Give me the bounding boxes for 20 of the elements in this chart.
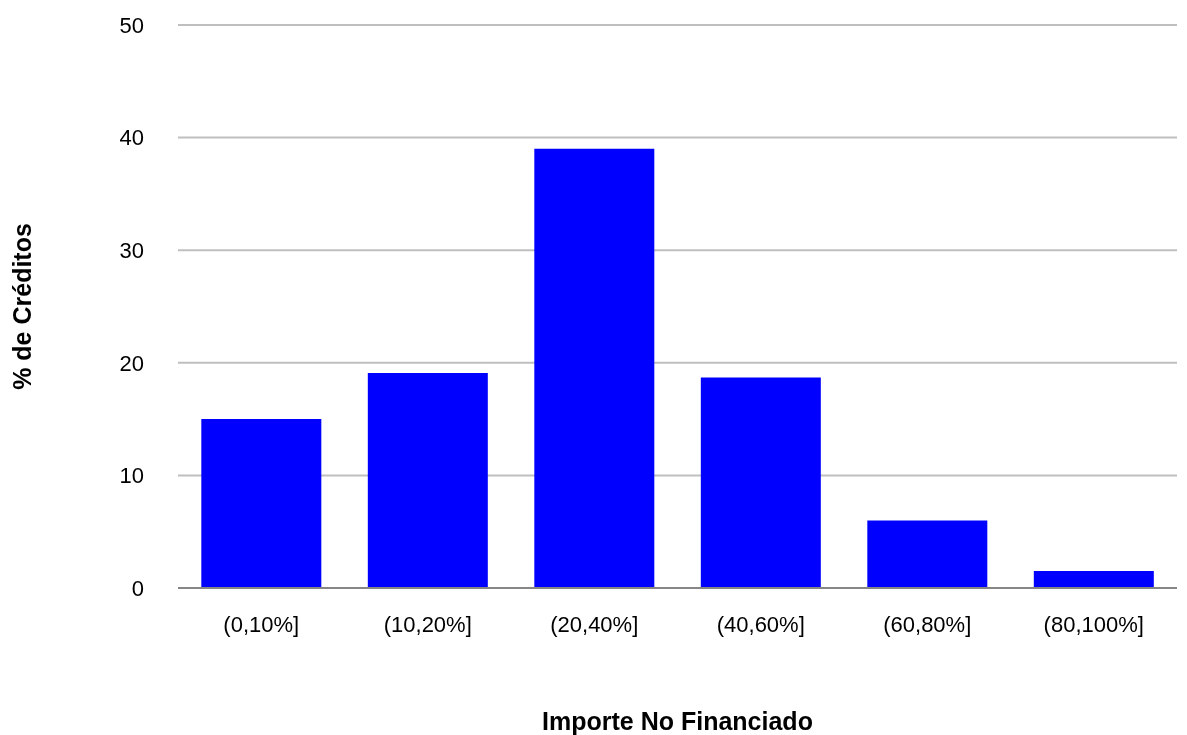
bar <box>534 148 655 588</box>
x-tick-label: (10,20%] <box>383 611 472 637</box>
y-axis-title: % de Créditos <box>7 223 36 390</box>
bar <box>201 419 322 588</box>
y-tick-label: 50 <box>119 12 144 38</box>
y-tick-label: 0 <box>131 575 144 601</box>
x-tick-label: (20,40%] <box>550 611 639 637</box>
x-tick-label: (0,10%] <box>223 611 300 637</box>
y-tick-label: 20 <box>119 350 144 376</box>
x-tick-label: (60,80%] <box>883 611 972 637</box>
y-tick-label: 40 <box>119 125 144 151</box>
bar <box>1033 571 1154 588</box>
bar <box>367 372 488 588</box>
x-axis-title: Importe No Financiado <box>542 707 813 735</box>
y-tick-label: 10 <box>119 463 144 489</box>
x-tick-label: (80,100%] <box>1043 611 1144 637</box>
bar <box>867 520 988 588</box>
x-tick-label: (40,60%] <box>716 611 805 637</box>
bar <box>700 377 821 588</box>
y-tick-label: 30 <box>119 238 144 264</box>
